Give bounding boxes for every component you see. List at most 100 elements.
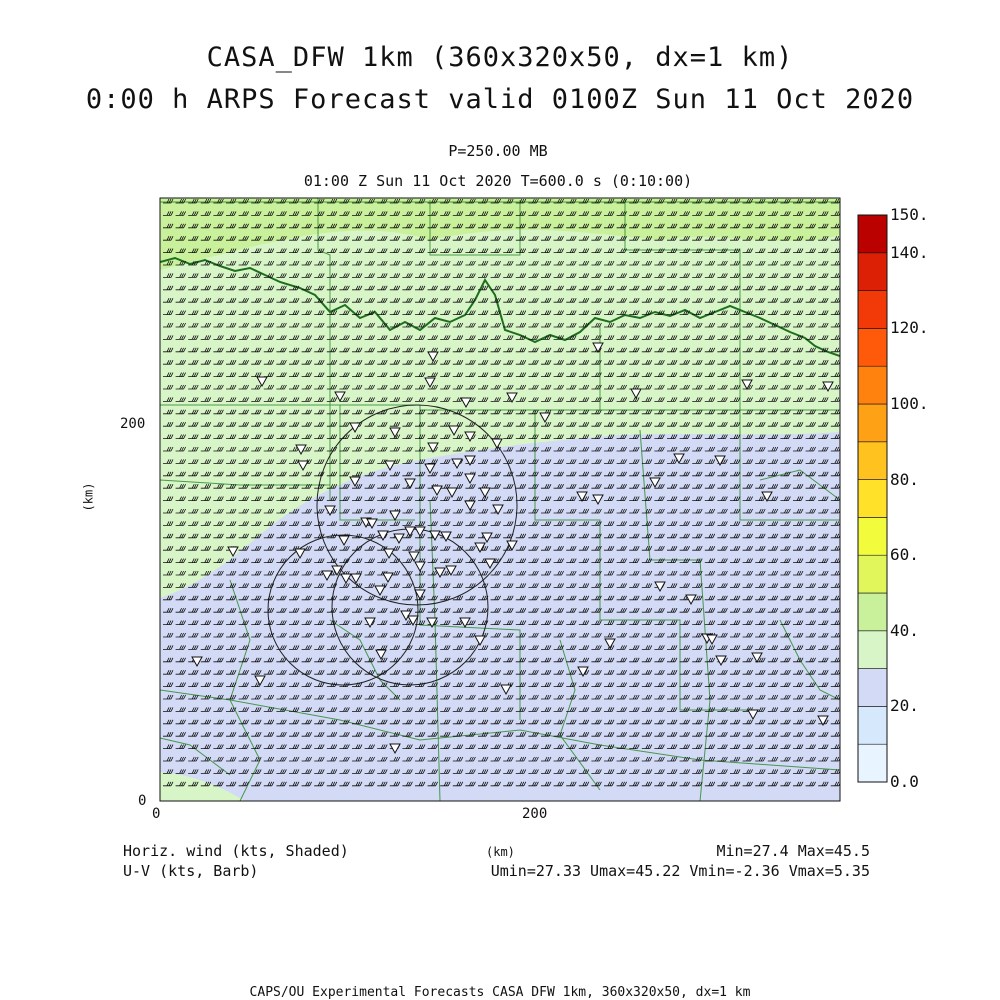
station-marker: [685, 594, 697, 606]
station-marker: [451, 458, 463, 470]
x-axis-label: (km): [486, 845, 515, 859]
min-max-readout: Min=27.4 Max=45.5: [716, 842, 870, 860]
station-marker: [295, 444, 307, 456]
y-axis-label: (km): [81, 482, 96, 512]
colorbar-label: 60.: [890, 545, 919, 565]
station-marker: [294, 548, 306, 560]
station-marker: [331, 565, 343, 577]
station-marker: [408, 551, 420, 563]
colorbar-label: 100.: [890, 394, 929, 413]
station-marker: [424, 377, 436, 389]
station-marker: [592, 342, 604, 354]
colorbar-bin-13: [857, 252, 888, 291]
station-marker: [445, 565, 457, 577]
station-marker: [654, 581, 666, 593]
station-marker: [321, 570, 333, 582]
station-marker: [393, 533, 405, 545]
station-marker: [324, 505, 336, 517]
station-marker: [338, 535, 350, 547]
station-marker: [256, 376, 268, 388]
station-marker: [374, 585, 386, 597]
station-marker: [424, 463, 436, 475]
colorbar: [857, 214, 888, 783]
station-marker: [673, 453, 685, 465]
station-marker: [375, 649, 387, 661]
station-marker: [349, 476, 361, 488]
station-marker: [506, 540, 518, 552]
station-marker: [383, 548, 395, 560]
colorbar-bin-9: [857, 403, 888, 443]
colorbar-label: 140.: [890, 242, 929, 262]
wind-shading-20-30: [160, 432, 840, 801]
station-marker: [448, 425, 460, 437]
station-markers: [191, 342, 834, 755]
station-marker: [576, 491, 588, 503]
station-marker: [414, 589, 426, 601]
station-marker: [464, 473, 476, 485]
colorbar-bin-1: [857, 706, 888, 745]
station-marker: [506, 392, 518, 404]
station-marker: [431, 485, 443, 497]
station-marker: [427, 442, 439, 454]
colorbar-bin-12: [857, 290, 888, 329]
station-marker: [459, 617, 471, 629]
station-marker: [429, 530, 441, 542]
station-marker: [191, 656, 203, 668]
map-frame: [159, 197, 841, 802]
colorbar-bin-11: [857, 328, 888, 367]
colorbar-label: 20.: [890, 696, 919, 716]
station-marker: [297, 460, 309, 472]
station-marker: [334, 391, 346, 403]
colorbar-bin-3: [857, 630, 888, 669]
colorbar-label: 120.: [890, 318, 929, 338]
station-marker: [630, 388, 642, 400]
station-marker: [649, 477, 661, 489]
station-marker: [464, 455, 476, 467]
station-marker: [464, 500, 476, 512]
station-marker: [604, 638, 616, 650]
barb-field-legend: U-V (kts, Barb): [123, 862, 259, 880]
colorbar-bin-14: [857, 214, 888, 254]
station-marker: [389, 510, 401, 522]
station-marker: [479, 487, 491, 499]
station-marker: [474, 635, 486, 647]
colorbar-bin-8: [857, 441, 888, 480]
station-marker: [714, 455, 726, 467]
station-marker: [377, 530, 389, 542]
colorbar-bin-4: [857, 592, 888, 632]
colorbar-bin-10: [857, 365, 888, 405]
figure-title-line1: CASA_DFW 1km (360x320x50, dx=1 km): [206, 42, 794, 73]
station-marker: [349, 422, 361, 434]
station-marker: [761, 491, 773, 503]
x-tick-200: 200: [522, 806, 548, 822]
station-marker: [706, 634, 718, 646]
station-marker: [440, 531, 452, 543]
colorbar-bin-2: [857, 668, 888, 707]
colorbar-bin-6: [857, 517, 888, 556]
colorbar-label: 0.0: [890, 772, 919, 791]
colorbar-bin-7: [857, 479, 888, 518]
station-marker: [715, 655, 727, 667]
station-marker: [434, 567, 446, 579]
shaded-field-legend: Horiz. wind (kts, Shaded): [123, 842, 349, 860]
station-marker: [741, 379, 753, 391]
station-marker: [464, 431, 476, 443]
wind-shading-corner-green: [160, 772, 245, 801]
station-marker: [481, 532, 493, 544]
station-marker: [484, 558, 496, 570]
uv-stats-readout: Umin=27.33 Umax=45.22 Vmin=-2.36 Vmax=5.…: [490, 862, 870, 880]
station-marker: [492, 504, 504, 516]
station-marker: [817, 715, 829, 727]
station-marker: [254, 675, 266, 687]
colorbar-label: 150.: [890, 205, 929, 224]
station-marker: [389, 743, 401, 755]
station-marker: [384, 460, 396, 472]
x-tick-0: 0: [152, 806, 161, 822]
colorbar-label: 40.: [890, 620, 919, 640]
station-marker: [577, 666, 589, 678]
station-marker: [426, 617, 438, 629]
station-marker: [404, 478, 416, 490]
station-marker: [404, 526, 416, 538]
y-tick-0: 0: [138, 793, 147, 809]
station-marker: [446, 487, 458, 499]
